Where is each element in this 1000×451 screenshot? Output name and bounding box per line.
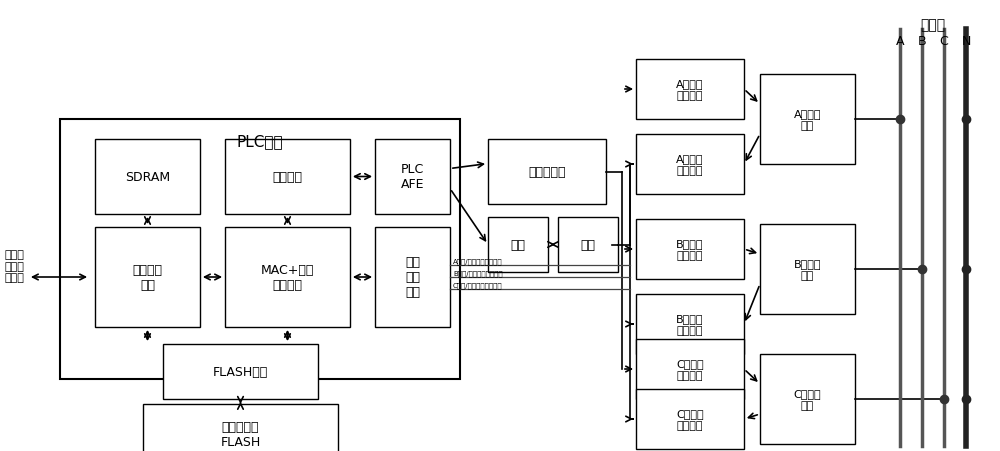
Text: C: C <box>940 35 948 48</box>
Text: 电力线: 电力线 <box>920 18 946 32</box>
Bar <box>163 344 318 399</box>
Text: PLC芯片: PLC芯片 <box>237 134 283 149</box>
Bar <box>375 227 450 327</box>
Bar <box>143 404 338 451</box>
Text: A相仅/发送通道使能控制: A相仅/发送通道使能控制 <box>453 258 503 264</box>
Text: MAC+网络
处理部分: MAC+网络 处理部分 <box>261 263 314 291</box>
Text: 电表或
集中器
侧接口: 电表或 集中器 侧接口 <box>4 249 24 283</box>
Text: A相输入
可挂通道: A相输入 可挂通道 <box>676 154 704 175</box>
Bar <box>488 217 548 272</box>
Text: 程序和数据
FLASH: 程序和数据 FLASH <box>220 420 261 448</box>
Text: N: N <box>961 35 971 48</box>
Bar <box>636 295 744 354</box>
Text: 限幅: 限幅 <box>511 239 526 252</box>
Text: A相耦合
电路: A相耦合 电路 <box>794 109 821 130</box>
Bar <box>488 140 606 205</box>
Bar <box>60 120 460 379</box>
Bar <box>760 225 855 314</box>
Text: 功率放大器: 功率放大器 <box>528 166 566 179</box>
Text: C相输入
可挂通道: C相输入 可挂通道 <box>676 408 704 430</box>
Text: C相仅/发送通道使能控制: C相仅/发送通道使能控制 <box>453 282 503 288</box>
Text: A相输出
可挂通道: A相输出 可挂通道 <box>676 79 704 101</box>
Text: FLASH接口: FLASH接口 <box>213 365 268 378</box>
Bar <box>225 140 350 215</box>
Bar <box>95 227 200 327</box>
Text: 调制解调: 调制解调 <box>273 170 303 184</box>
Text: B相耦合
电路: B相耦合 电路 <box>794 258 821 280</box>
Text: A: A <box>896 35 904 48</box>
Text: B相输出
可挂通道: B相输出 可挂通道 <box>676 239 704 260</box>
Bar <box>760 354 855 444</box>
Text: SDRAM: SDRAM <box>125 170 170 184</box>
Bar <box>375 140 450 215</box>
Text: B: B <box>918 35 926 48</box>
Bar <box>760 75 855 165</box>
Bar <box>636 220 744 279</box>
Text: 应用功能
部分: 应用功能 部分 <box>133 263 163 291</box>
Text: 滤波: 滤波 <box>580 239 596 252</box>
Text: PLC
AFE: PLC AFE <box>401 163 424 191</box>
Bar <box>558 217 618 272</box>
Bar <box>636 135 744 194</box>
Text: C相耦合
电路: C相耦合 电路 <box>794 388 821 410</box>
Bar <box>225 227 350 327</box>
Text: 通道
控制
部分: 通道 控制 部分 <box>405 256 420 299</box>
Bar <box>636 339 744 399</box>
Bar <box>636 389 744 449</box>
Text: B相仅/发送通道使能控制: B相仅/发送通道使能控制 <box>453 270 503 276</box>
Bar <box>95 140 200 215</box>
Text: B相输入
可挂通道: B相输入 可挂通道 <box>676 313 704 335</box>
Bar <box>636 60 744 120</box>
Text: C相输出
可挂通道: C相输出 可挂通道 <box>676 359 704 380</box>
